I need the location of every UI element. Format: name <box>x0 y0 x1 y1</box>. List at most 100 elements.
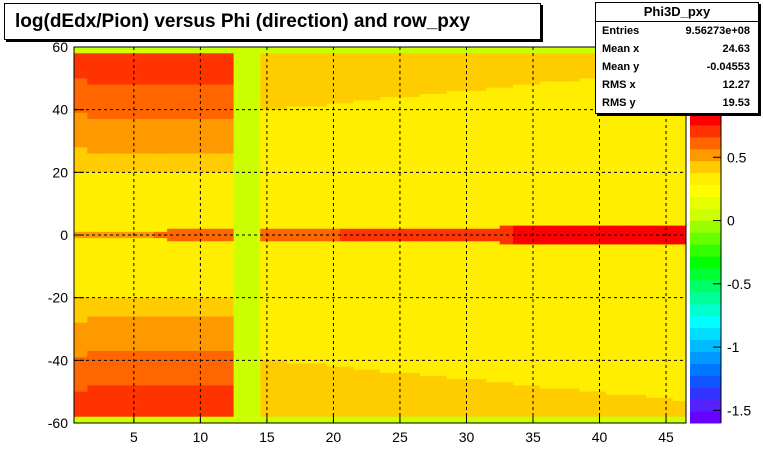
heatmap-cell <box>326 325 341 330</box>
heatmap-cell <box>127 307 141 311</box>
heatmap-cell <box>167 285 181 289</box>
heatmap-cell <box>193 194 208 198</box>
heatmap-cell <box>499 134 514 139</box>
heatmap-cell <box>446 404 461 408</box>
heatmap-cell <box>167 300 181 305</box>
heatmap-cell <box>380 297 394 302</box>
heatmap-cell <box>606 253 620 258</box>
heatmap-cell <box>233 56 248 60</box>
heatmap-cell <box>552 297 567 302</box>
heatmap-cell <box>513 319 527 324</box>
heatmap-cell <box>233 278 248 283</box>
heatmap-cell <box>167 115 181 120</box>
heatmap-cell <box>513 253 527 258</box>
heatmap-cell <box>566 119 580 123</box>
heatmap-cell <box>233 354 248 358</box>
heatmap-cell <box>87 50 101 54</box>
heatmap-cell <box>87 397 101 402</box>
heatmap-cell <box>393 134 407 139</box>
heatmap-cell <box>486 354 501 358</box>
heatmap-cell <box>313 247 328 252</box>
heatmap-cell <box>592 350 607 355</box>
heatmap-cell <box>606 125 620 129</box>
heatmap-cell <box>552 162 567 167</box>
heatmap-cell <box>220 354 235 358</box>
heatmap-cell <box>233 372 248 377</box>
heatmap-cell <box>513 150 527 154</box>
heatmap-cell <box>552 213 567 217</box>
heatmap-cell <box>100 81 115 85</box>
heatmap-cell <box>619 266 634 270</box>
heatmap-cell <box>446 238 461 242</box>
heatmap-cell <box>446 200 461 205</box>
heatmap-cell <box>74 263 88 267</box>
heatmap-cell <box>207 72 221 76</box>
heatmap-cell <box>446 109 461 114</box>
heatmap-cell <box>167 228 181 233</box>
heatmap-cell <box>579 106 594 111</box>
heatmap-cell <box>499 319 514 324</box>
heatmap-cell <box>246 294 261 299</box>
heatmap-cell <box>486 401 501 405</box>
heatmap-cell <box>167 247 181 252</box>
heatmap-cell <box>233 388 248 393</box>
heatmap-cell <box>552 169 567 173</box>
heatmap-cell <box>592 288 607 292</box>
heatmap-cell <box>207 300 221 305</box>
heatmap-cell <box>459 75 474 79</box>
heatmap-cell <box>539 128 554 132</box>
heatmap-cell <box>353 166 368 170</box>
heatmap-cell <box>353 159 368 164</box>
heatmap-cell <box>273 181 288 186</box>
heatmap-cell <box>539 303 554 308</box>
heatmap-cell <box>513 178 527 183</box>
heatmap-cell <box>300 379 314 383</box>
heatmap-cell <box>207 335 221 339</box>
heatmap-cell <box>446 366 461 371</box>
heatmap-cell <box>552 181 567 186</box>
heatmap-cell <box>539 382 554 386</box>
heatmap-cell <box>140 62 155 67</box>
heatmap-cell <box>286 75 301 79</box>
heatmap-cell <box>286 329 301 333</box>
heatmap-cell <box>167 144 181 148</box>
heatmap-cell <box>353 47 368 51</box>
heatmap-cell <box>406 263 421 267</box>
heatmap-cell <box>579 197 594 201</box>
heatmap-cell <box>180 97 195 101</box>
heatmap-cell <box>273 191 288 195</box>
heatmap-cell <box>286 285 301 289</box>
heatmap-cell <box>300 235 314 239</box>
heatmap-cell <box>513 147 527 151</box>
heatmap-cell <box>233 213 248 217</box>
heatmap-cell <box>619 150 634 154</box>
heatmap-cell <box>566 275 580 280</box>
heatmap-cell <box>579 184 594 189</box>
heatmap-cell <box>473 382 487 386</box>
heatmap-cell <box>286 115 301 120</box>
heatmap-cell <box>340 247 354 252</box>
heatmap-cell <box>380 266 394 270</box>
heatmap-cell <box>366 134 381 139</box>
heatmap-cell <box>433 150 447 154</box>
heatmap-cell <box>419 419 434 424</box>
heatmap-cell <box>419 376 434 380</box>
heatmap-cell <box>353 228 368 233</box>
heatmap-cell <box>566 216 580 220</box>
heatmap-cell <box>87 263 101 267</box>
heatmap-cell <box>260 404 274 408</box>
heatmap-cell <box>566 376 580 380</box>
heatmap-cell <box>406 350 421 355</box>
heatmap-cell <box>446 169 461 173</box>
heatmap-cell <box>180 278 195 283</box>
heatmap-cell <box>167 106 181 111</box>
heatmap-cell <box>273 294 288 299</box>
heatmap-cell <box>193 78 208 82</box>
heatmap-cell <box>552 194 567 198</box>
heatmap-cell <box>473 169 487 173</box>
heatmap-cell <box>353 115 368 120</box>
heatmap-cell <box>246 47 261 51</box>
heatmap-cell <box>153 115 168 120</box>
heatmap-cell <box>499 410 514 414</box>
heatmap-cell <box>513 137 527 142</box>
